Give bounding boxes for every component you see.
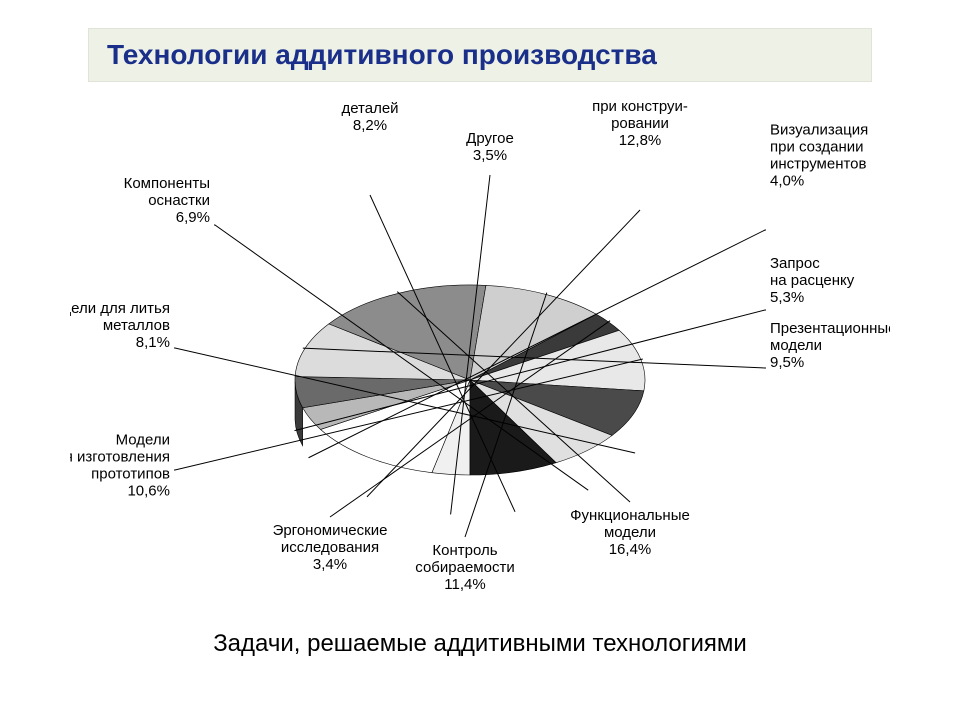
slice-label: Функциональныемодели16,4% — [570, 507, 690, 558]
chart-caption: Задачи, решаемые аддитивными технологиям… — [0, 630, 960, 658]
slice-label: Запросна расценку5,3% — [770, 255, 855, 306]
page-title: Технологии аддитивного производства — [107, 39, 657, 71]
slice-label: Эргономическиеисследования3,4% — [273, 522, 388, 573]
slice-label: Визуализацияпри созданииинструментов4,0% — [770, 122, 868, 190]
slice-label: Визуализацияпри конструи-ровании12,8% — [591, 100, 689, 149]
slide: Технологии аддитивного производства Друг… — [0, 0, 960, 720]
slice-label: Компонентыоснастки6,9% — [124, 175, 210, 226]
pie-chart: Другое3,5% Визуализацияпри конструи-рован… — [70, 100, 890, 600]
slice-label: Контрольсобираемости11,4% — [415, 542, 514, 593]
slice-label: Моделидля изготовленияпрототипов10,6% — [70, 432, 170, 500]
slice-label: Презентационныемодели9,5% — [770, 320, 890, 371]
slice-label: Модели для литьяметаллов8,1% — [70, 300, 170, 351]
slice-label: Непосредственноевыращиваниедеталей8,2% — [304, 100, 436, 134]
title-bar: Технологии аддитивного производства — [88, 28, 872, 82]
slice-label: Другое3,5% — [466, 130, 514, 164]
